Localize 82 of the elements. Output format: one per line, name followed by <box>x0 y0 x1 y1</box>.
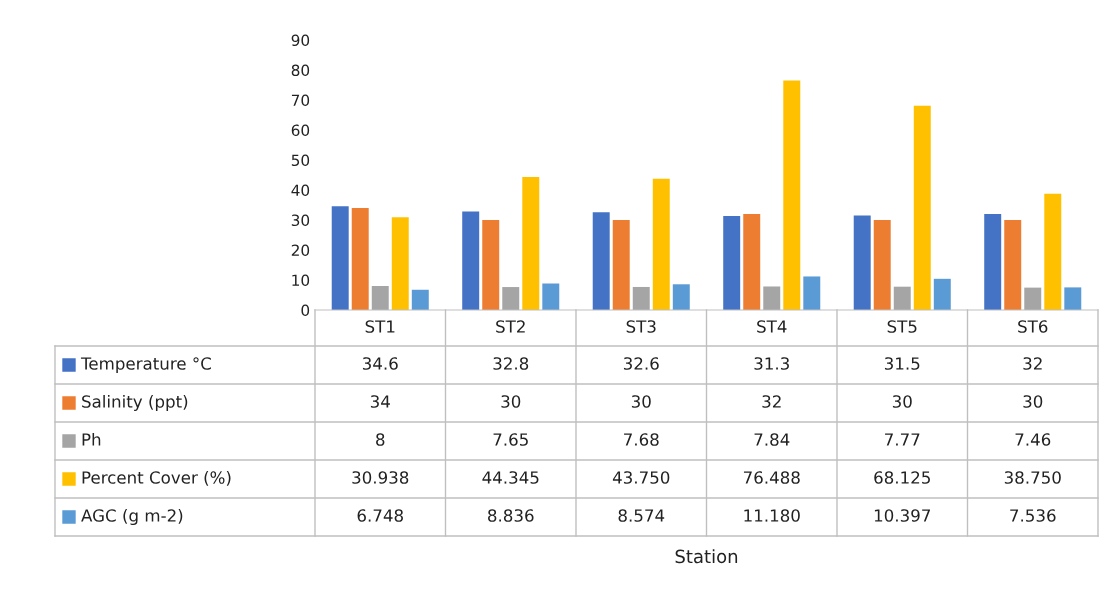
data-label: 6.748 <box>357 509 403 522</box>
bar <box>1024 287 1042 310</box>
bar <box>984 214 1002 310</box>
bar <box>803 276 821 310</box>
bar <box>351 208 369 310</box>
bar <box>331 206 349 310</box>
data-label: 7.65 <box>493 433 528 446</box>
data-label: 30 <box>501 395 521 408</box>
bar <box>592 212 610 310</box>
bar <box>763 286 781 310</box>
bar <box>371 286 389 310</box>
y-tick-label: 20 <box>291 244 310 257</box>
data-label: 10.397 <box>874 509 930 522</box>
x-tick-label: ST4 <box>757 320 787 333</box>
y-tick-label: 70 <box>291 94 310 107</box>
bar <box>913 105 931 310</box>
bar <box>502 287 520 310</box>
bar <box>411 289 429 310</box>
y-tick-label: 60 <box>291 124 310 137</box>
y-tick-label: 90 <box>291 34 310 47</box>
bar <box>723 216 741 310</box>
data-label: 68.125 <box>874 471 930 484</box>
data-label: 8.574 <box>618 509 665 522</box>
data-label: 76.488 <box>743 471 800 484</box>
bar <box>522 176 540 310</box>
x-tick-label: ST6 <box>1018 320 1048 333</box>
bar <box>672 284 690 310</box>
bar <box>1004 220 1022 310</box>
bar <box>1044 193 1062 310</box>
data-label: 30 <box>1023 395 1043 408</box>
data-label: 7.84 <box>754 433 790 446</box>
data-label: 43.750 <box>612 471 670 484</box>
x-tick-label: ST1 <box>365 320 395 333</box>
data-label: 7.68 <box>624 433 659 446</box>
data-label: 8.836 <box>488 509 534 522</box>
bar <box>482 220 500 310</box>
data-label: 30.938 <box>352 471 409 484</box>
bar <box>612 220 630 310</box>
bar <box>391 217 409 310</box>
x-tick-label: ST2 <box>496 320 525 333</box>
data-label: 11.180 <box>744 509 800 522</box>
legend-label: Percent Cover (%) <box>82 470 231 486</box>
bar <box>652 178 670 310</box>
y-tick-label: 80 <box>291 64 310 77</box>
bar <box>893 286 911 310</box>
data-label: 34 <box>370 395 390 408</box>
bar <box>1064 287 1082 310</box>
y-tick-label: 0 <box>301 304 310 317</box>
data-label: 7.46 <box>1015 433 1051 446</box>
bar <box>783 80 801 310</box>
y-tick-label: 10 <box>292 274 310 287</box>
bar <box>743 214 761 310</box>
data-label: 32 <box>1023 357 1042 370</box>
data-label: 44.345 <box>482 471 539 484</box>
x-tick-label: ST3 <box>626 320 656 333</box>
data-label: 30 <box>631 395 651 408</box>
legend-label: Salinity (ppt) <box>82 394 188 412</box>
data-label: 7.77 <box>885 433 920 446</box>
legend-label: Temperature °C <box>80 357 211 374</box>
bar <box>853 215 871 310</box>
y-tick-label: 40 <box>291 184 310 197</box>
bar <box>933 278 951 310</box>
data-label: 32.6 <box>623 357 659 370</box>
bar <box>632 286 650 310</box>
data-label: 7.536 <box>1010 509 1056 522</box>
data-label: 38.750 <box>1004 471 1061 484</box>
y-tick-label: 50 <box>291 154 310 167</box>
data-label: 8 <box>376 433 385 446</box>
y-tick-label: 30 <box>291 214 310 227</box>
data-label: 32 <box>762 395 781 408</box>
bar <box>462 211 480 310</box>
bar <box>542 283 560 310</box>
data-label: 34.6 <box>362 357 398 370</box>
text: Station <box>675 549 738 564</box>
legend-label: AGC (g m-2) <box>81 508 183 526</box>
bar <box>873 220 891 310</box>
x-tick-label: ST5 <box>887 320 917 333</box>
data-label: 30 <box>892 395 912 408</box>
data-label: 31.5 <box>884 357 920 370</box>
data-label: 32.8 <box>493 357 529 370</box>
data-label: 31.3 <box>754 357 789 370</box>
legend-label: Ph <box>82 432 101 446</box>
